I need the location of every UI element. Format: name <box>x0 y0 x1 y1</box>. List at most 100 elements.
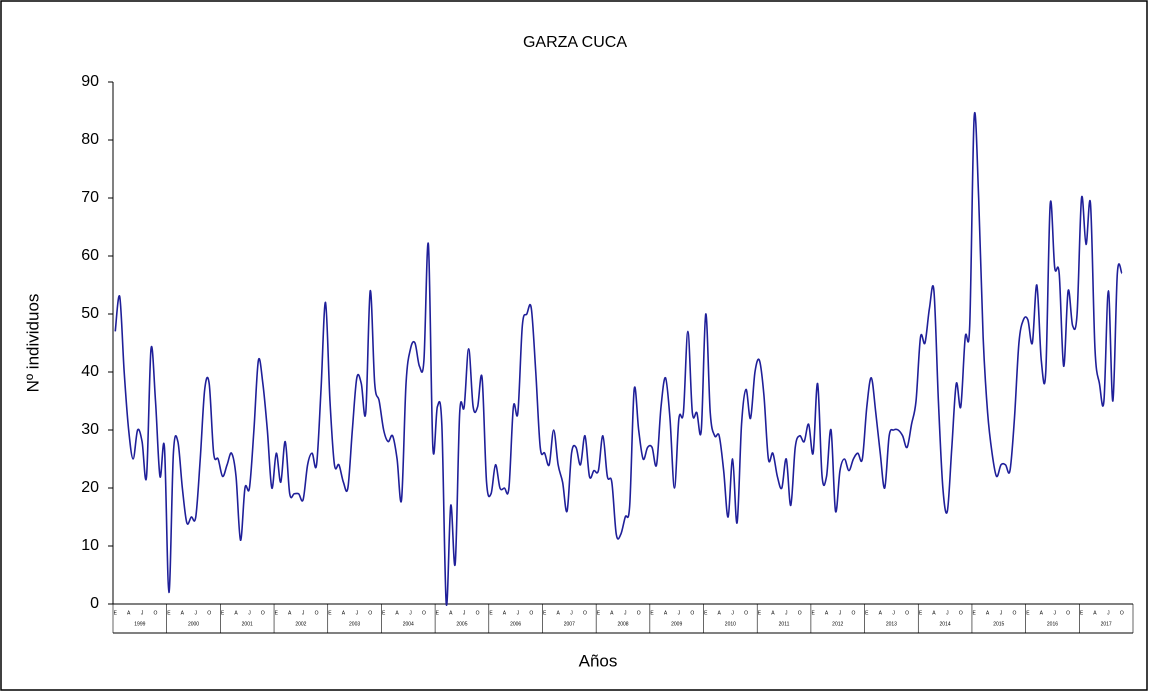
month-label: E <box>382 610 386 616</box>
x-axis-label: Años <box>579 651 618 670</box>
month-label: O <box>959 610 963 616</box>
month-label: A <box>395 610 399 616</box>
month-label: O <box>1120 610 1124 616</box>
y-tick-label: 40 <box>81 363 99 380</box>
y-tick-label: 70 <box>81 189 99 206</box>
month-label: O <box>422 610 426 616</box>
month-label: E <box>1026 610 1030 616</box>
month-label: J <box>517 610 520 616</box>
month-label: A <box>1093 610 1097 616</box>
year-label: 2000 <box>188 621 199 627</box>
month-label: J <box>624 610 627 616</box>
y-tick-label: 60 <box>81 247 99 264</box>
month-label: O <box>1066 610 1070 616</box>
year-label: 2007 <box>564 621 575 627</box>
month-label: E <box>543 610 547 616</box>
month-label: J <box>1000 610 1003 616</box>
month-label: O <box>368 610 372 616</box>
year-label: 2015 <box>993 621 1004 627</box>
month-label: A <box>234 610 238 616</box>
y-tick-label: 90 <box>81 73 99 90</box>
month-label: O <box>261 610 265 616</box>
month-label: E <box>919 610 923 616</box>
month-label: E <box>811 610 815 616</box>
year-label: 2010 <box>725 621 736 627</box>
month-label: A <box>1040 610 1044 616</box>
month-label: A <box>288 610 292 616</box>
month-label: O <box>744 610 748 616</box>
month-label: J <box>892 610 895 616</box>
month-label: J <box>785 610 788 616</box>
year-label: 2012 <box>832 621 843 627</box>
month-label: J <box>946 610 949 616</box>
month-label: E <box>328 610 332 616</box>
month-label: J <box>1053 610 1056 616</box>
month-label: J <box>141 610 144 616</box>
y-tick-label: 10 <box>81 537 99 554</box>
month-label: O <box>798 610 802 616</box>
month-label: E <box>275 610 279 616</box>
year-label: 2003 <box>349 621 360 627</box>
month-label: E <box>436 610 440 616</box>
year-label: 2014 <box>940 621 951 627</box>
y-tick-label: 0 <box>90 595 99 612</box>
year-label: 2011 <box>779 621 790 627</box>
month-label: O <box>1013 610 1017 616</box>
month-label: A <box>771 610 775 616</box>
month-label: O <box>207 610 211 616</box>
month-label: J <box>195 610 198 616</box>
month-label: O <box>690 610 694 616</box>
month-label: J <box>463 610 466 616</box>
month-label: J <box>248 610 251 616</box>
month-label: E <box>865 610 869 616</box>
month-label: A <box>610 610 614 616</box>
month-label: E <box>167 610 171 616</box>
month-label: O <box>851 610 855 616</box>
month-label: O <box>154 610 158 616</box>
month-label: A <box>503 610 507 616</box>
month-label: O <box>637 610 641 616</box>
year-label: 2009 <box>671 621 682 627</box>
year-label: 2017 <box>1101 621 1112 627</box>
year-label: 2002 <box>295 621 306 627</box>
month-label: A <box>986 610 990 616</box>
month-label: E <box>597 610 601 616</box>
year-label: 2001 <box>242 621 253 627</box>
month-label: A <box>664 610 668 616</box>
month-label: J <box>1107 610 1110 616</box>
month-label: A <box>556 610 560 616</box>
y-tick-label: 50 <box>81 305 99 322</box>
month-label: A <box>825 610 829 616</box>
month-label: O <box>905 610 909 616</box>
year-label: 2005 <box>456 621 467 627</box>
month-label: J <box>356 610 359 616</box>
month-label: E <box>489 610 493 616</box>
month-label: A <box>127 610 131 616</box>
chart-title: GARZA CUCA <box>523 34 627 51</box>
month-label: O <box>583 610 587 616</box>
data-line <box>114 112 1123 606</box>
month-label: A <box>718 610 722 616</box>
month-label: J <box>731 610 734 616</box>
year-label: 2004 <box>403 621 414 627</box>
month-label: A <box>879 610 883 616</box>
y-tick-label: 30 <box>81 421 99 438</box>
y-tick-label: 20 <box>81 479 99 496</box>
month-label: A <box>449 610 453 616</box>
month-label: J <box>678 610 681 616</box>
y-axis-label: Nº individuos <box>23 294 42 393</box>
y-tick-label: 80 <box>81 131 99 148</box>
month-label: E <box>758 610 762 616</box>
month-label: J <box>302 610 305 616</box>
month-label: E <box>973 610 977 616</box>
year-label: 2008 <box>617 621 628 627</box>
month-label: A <box>932 610 936 616</box>
year-label: 2006 <box>510 621 521 627</box>
month-label: E <box>704 610 708 616</box>
month-label: J <box>570 610 573 616</box>
month-label: J <box>839 610 842 616</box>
month-label: E <box>1080 610 1084 616</box>
year-label: 2016 <box>1047 621 1058 627</box>
